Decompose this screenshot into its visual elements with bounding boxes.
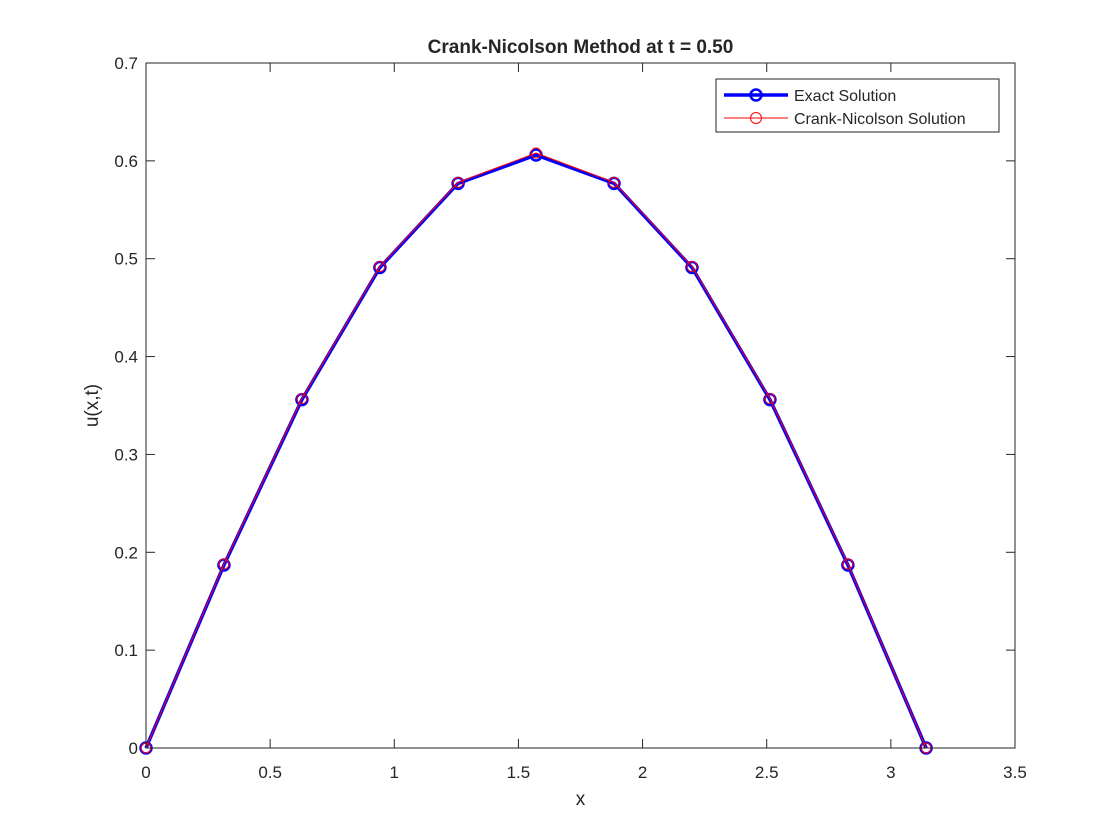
ticks: 0 0.5 1 1.5 2 2.5 3 3.5 0 0.1 0.2 0.3 0.4 0.5 0.6 0.7 (114, 54, 1026, 782)
legend-box (715, 78, 1000, 133)
series-line-1 (145, 152, 927, 749)
x-tick-label-5: 2.5 (755, 763, 779, 782)
chart-title: Crank-Nicolson Method at t = 0.50 (428, 37, 734, 58)
x-tick-label-2: 1 (390, 763, 399, 782)
legend-marker-exact (749, 88, 763, 102)
legend-label-cn: Crank-Nicolson Solution (794, 111, 966, 128)
series-1-point-2 (296, 393, 308, 405)
axes-box (145, 62, 1016, 749)
series-1-point-7 (686, 261, 698, 273)
series-1-point-6 (608, 176, 620, 188)
y-tick-label-2: 0.2 (114, 543, 138, 562)
series-1-point-3 (374, 261, 386, 273)
y-tick-label-0: 0 (129, 739, 138, 758)
legend-label-exact: Exact Solution (794, 88, 896, 105)
series-1-point-4 (452, 176, 464, 188)
x-tick-label-6: 3 (886, 763, 895, 782)
series-1-point-1 (218, 558, 230, 570)
y-tick-label-6: 0.6 (114, 152, 138, 171)
series-1-point-9 (842, 558, 854, 570)
series-1-point-5 (530, 147, 542, 159)
y-tick-label-5: 0.5 (114, 250, 138, 269)
x-tick-label-4: 2 (638, 763, 647, 782)
y-tick-label-7: 0.7 (114, 54, 138, 73)
x-tick-label-0: 0 (141, 763, 150, 782)
legend: Exact Solution Crank-Nicolson Solution (715, 78, 1000, 133)
x-tick-label-3: 1.5 (507, 763, 531, 782)
plot-area (146, 63, 1015, 748)
y-tick-label-4: 0.4 (114, 348, 138, 367)
legend-marker-cn (750, 112, 762, 124)
x-axis-label: x (576, 789, 586, 810)
plot-lines (139, 147, 933, 755)
series-1-point-8 (764, 393, 776, 405)
y-tick-label-3: 0.3 (114, 445, 138, 464)
x-tick-label-1: 0.5 (258, 763, 282, 782)
x-tick-label-7: 3.5 (1003, 763, 1027, 782)
y-tick-label-1: 0.1 (114, 641, 138, 660)
axes (145, 62, 1016, 749)
y-axis-label: u(x,t) (82, 384, 103, 427)
